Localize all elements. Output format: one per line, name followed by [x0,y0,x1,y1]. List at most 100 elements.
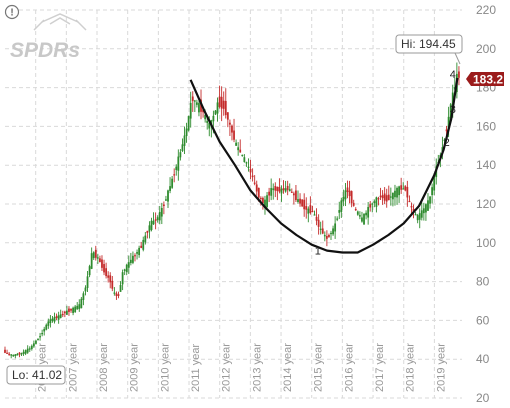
candle-body [181,144,184,152]
candle-body [171,178,174,188]
x-tick-label: 2019 year [435,343,447,392]
candle-body [82,293,85,300]
candle-body [336,218,339,220]
candle-body [431,187,434,196]
candle-body [179,152,182,158]
candle-body [361,217,363,222]
candle-body [274,186,277,191]
candle-body [134,255,136,257]
candle-body [140,245,143,248]
candle-body [255,184,258,192]
candle-body [218,96,221,107]
candle-body [259,197,262,200]
candle-body [129,259,132,263]
candle-body [325,236,328,239]
candle-body [113,292,116,294]
candle-body [365,212,367,216]
candle-body [297,199,299,202]
info-icon[interactable]: ! [4,4,20,20]
candle-body [115,293,118,296]
candle-body [284,188,287,192]
candle-body [103,264,105,273]
candle-body [235,142,237,146]
candle-body [28,348,31,350]
candle-body [158,211,161,221]
candle-body [111,280,114,289]
candle-body [231,125,233,133]
candle-body [247,166,250,168]
x-tick-label: 2010 year [159,343,171,392]
candle-body [251,175,254,178]
y-tick-label: 80 [476,275,490,289]
candle-body [99,258,101,262]
candle-body [12,354,15,357]
candle-body [369,204,372,208]
candle-body [160,208,163,217]
candle-body [165,199,167,201]
candle-body [394,190,396,198]
candle-body [414,214,417,216]
candle-body [127,262,130,268]
candle-body [105,268,108,277]
candle-body [346,187,349,193]
candle-body [121,272,124,285]
candle-body [412,208,415,212]
candle-body [295,190,297,201]
candle-body [148,225,151,232]
candle-body [8,353,11,355]
candle-body [198,103,200,113]
candle-body [301,199,304,207]
candle-body [307,208,310,214]
candle-body [39,336,41,338]
low-label-text: Lo: 41.02 [12,368,62,382]
candlestick-series [4,62,460,359]
candle-body [290,191,293,193]
candle-body [76,305,79,310]
candle-body [268,191,271,196]
candle-body [195,102,198,105]
candle-body [30,345,33,350]
candle-body [379,195,382,198]
candle-body [88,266,91,276]
candle-body [292,193,295,196]
candle-body [385,195,388,202]
candle-body [55,316,58,319]
candle-body [162,204,165,207]
candle-body [334,223,337,232]
candle-body [371,203,374,205]
candle-body [32,343,35,347]
candle-body [65,310,68,315]
spider-icon [33,13,87,31]
candle-body [96,257,99,259]
candle-body [348,190,351,197]
candle-body [94,249,97,258]
candle-body [84,287,87,292]
candle-body [74,306,77,313]
y-tick-label: 140 [476,158,496,172]
x-tick-label: 2012 year [221,343,233,392]
candle-body [53,317,56,322]
y-tick-label: 160 [476,119,496,133]
candle-body [183,135,186,146]
candle-body [451,92,454,109]
y-tick-label: 220 [476,3,496,17]
candle-body [425,204,427,213]
candle-body [299,198,301,204]
candle-body [191,96,194,102]
candle-body [109,275,112,283]
candle-body [224,100,227,116]
grid-lines [5,9,462,399]
candle-body [26,348,29,353]
candle-body [61,313,64,316]
candle-body [4,349,6,353]
candle-body [406,186,409,198]
candle-body [177,156,180,171]
x-tick-label: 2018 year [405,343,417,392]
candle-body [37,338,39,340]
y-tick-label: 20 [476,391,490,405]
candle-body [123,269,126,271]
candle-body [400,185,403,190]
candle-body [132,255,134,263]
